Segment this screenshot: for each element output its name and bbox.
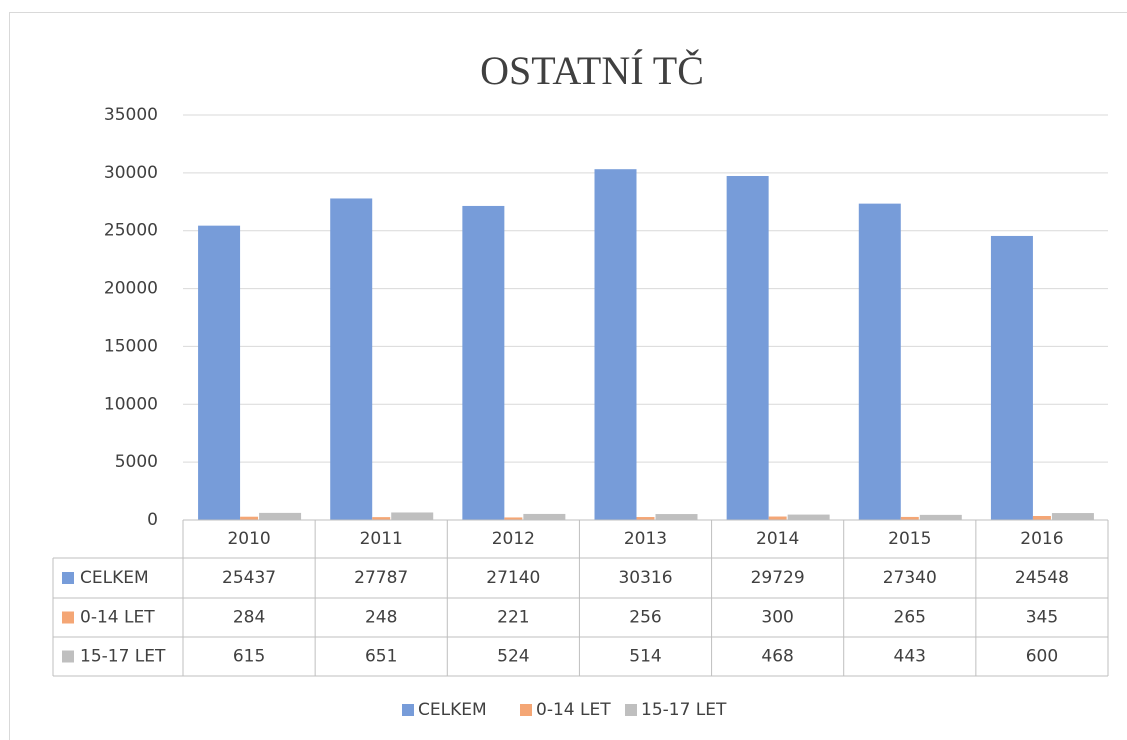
y-tick-label: 5000: [115, 452, 158, 472]
table-row-label: 15-17 LET: [80, 647, 166, 667]
bar: [198, 225, 241, 520]
table-cell: 615: [233, 647, 265, 667]
table-legend-key: [62, 572, 74, 584]
bar: [330, 198, 373, 520]
y-tick-label: 0: [147, 510, 158, 530]
table-cell: 300: [761, 608, 793, 628]
y-tick-label: 10000: [104, 394, 158, 414]
bar: [259, 512, 302, 520]
table-cell: 27140: [486, 568, 540, 588]
table-cell: 27340: [883, 568, 937, 588]
table-cell: 468: [761, 647, 793, 667]
table-cell: 265: [894, 608, 926, 628]
bar: [523, 513, 566, 520]
bar: [858, 203, 901, 520]
table-cell: 25437: [222, 568, 276, 588]
bar: [787, 514, 830, 520]
x-tick-label: 2013: [624, 529, 667, 549]
table-cell: 221: [497, 608, 529, 628]
bar: [372, 517, 391, 520]
legend-key: [520, 704, 532, 716]
chart-title: OSTATNÍ TČ: [480, 48, 704, 93]
x-tick-label: 2016: [1020, 529, 1063, 549]
table-cell: 24548: [1015, 568, 1069, 588]
y-tick-label: 35000: [104, 105, 158, 125]
table-cell: 600: [1026, 647, 1058, 667]
bar: [240, 516, 259, 520]
bar: [990, 235, 1033, 520]
bar: [900, 516, 919, 520]
bar: [594, 169, 637, 521]
y-tick-label: 30000: [104, 163, 158, 183]
table-cell: 27787: [354, 568, 408, 588]
bar: [1032, 516, 1051, 520]
y-tick-label: 20000: [104, 279, 158, 299]
table-legend-key: [62, 650, 74, 663]
x-tick-label: 2015: [888, 529, 931, 549]
bar: [462, 205, 505, 521]
bar: [636, 517, 655, 520]
bar: [1051, 513, 1094, 520]
legend-label: 15-17 LET: [641, 700, 727, 720]
x-tick-label: 2014: [756, 529, 799, 549]
chart-border: [9, 12, 1127, 740]
table-row-label: 0-14 LET: [80, 608, 155, 628]
bar: [919, 514, 962, 520]
table-cell: 284: [233, 608, 265, 628]
table-cell: 30316: [618, 568, 672, 588]
bar: [655, 514, 698, 520]
x-tick-label: 2010: [227, 529, 270, 549]
legend-label: 0-14 LET: [536, 700, 611, 720]
bar: [504, 517, 523, 520]
table-cell: 651: [365, 647, 397, 667]
legend-key: [402, 704, 414, 716]
table-cell: 256: [629, 608, 661, 628]
table-cell: 345: [1026, 608, 1058, 628]
bar: [768, 516, 787, 520]
table-cell: 29729: [751, 568, 805, 588]
table-row-label: CELKEM: [80, 568, 149, 588]
y-tick-label: 25000: [104, 221, 158, 241]
legend-label: CELKEM: [418, 700, 487, 720]
bar: [391, 512, 434, 520]
x-tick-label: 2012: [492, 529, 535, 549]
table-cell: 248: [365, 608, 397, 628]
table-cell: 514: [629, 647, 661, 667]
y-tick-label: 15000: [104, 336, 158, 356]
table-cell: 443: [894, 647, 926, 667]
bar: [726, 175, 769, 521]
x-tick-label: 2011: [360, 529, 403, 549]
legend-key: [625, 704, 637, 716]
table-cell: 524: [497, 647, 529, 667]
table-legend-key: [62, 611, 74, 624]
